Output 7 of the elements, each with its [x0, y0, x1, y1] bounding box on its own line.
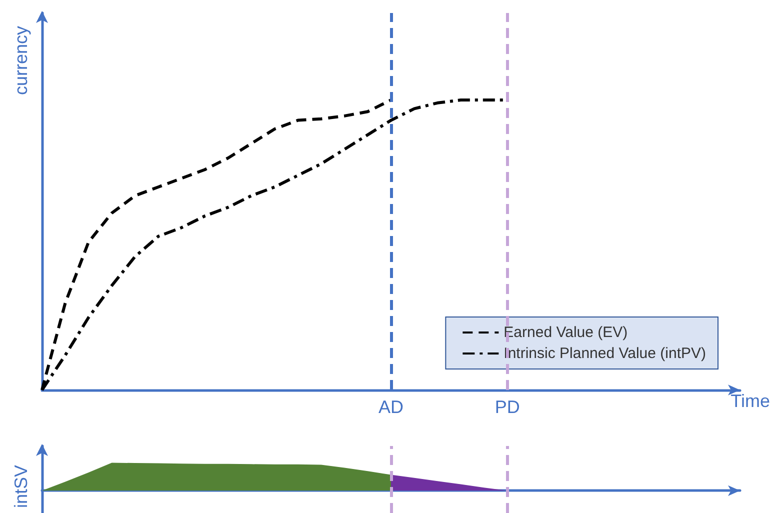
x-axis-title: Time — [730, 391, 770, 411]
legend-label: Intrinsic Planned Value (intPV) — [504, 345, 706, 362]
y-axis-title: intSV — [11, 464, 31, 508]
y-axis-title: currency — [11, 26, 31, 95]
legend-label: Earned Value (EV) — [504, 324, 628, 341]
x-tick-label: AD — [378, 397, 404, 417]
x-tick-label: PD — [494, 397, 520, 417]
